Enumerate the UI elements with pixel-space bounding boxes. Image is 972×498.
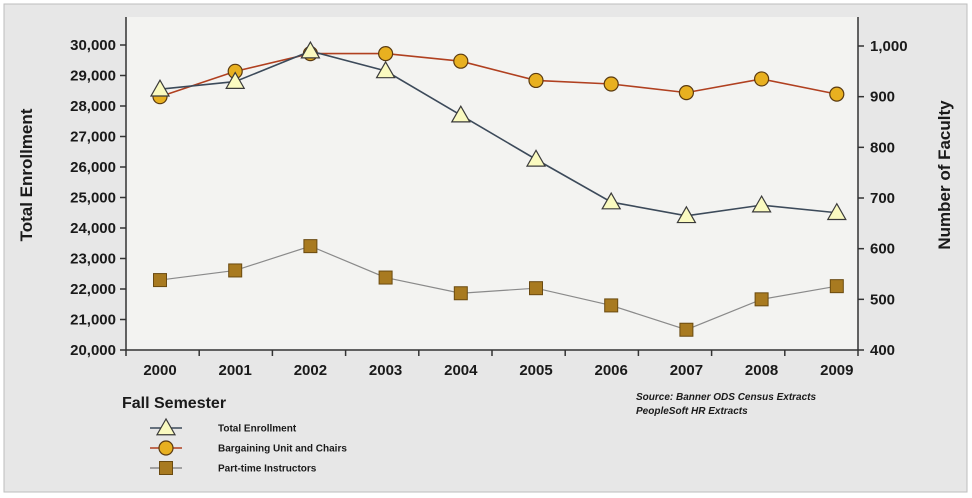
data-point-square <box>453 286 468 301</box>
plot-area <box>126 17 858 350</box>
y-axis-title-left: Total Enrollment <box>17 108 36 241</box>
data-point-triangle <box>225 71 246 89</box>
data-point-triangle <box>826 202 847 221</box>
data-point-circle <box>528 72 544 89</box>
right-tick-label: 500 <box>870 291 895 308</box>
legend-marker-square <box>159 461 173 475</box>
x-tick-label: 2007 <box>670 362 703 379</box>
right-tick-label: 900 <box>870 89 895 106</box>
data-point-triangle <box>751 194 772 213</box>
data-point-triangle <box>375 60 396 79</box>
x-tick-label: 2005 <box>519 362 552 379</box>
legend-label: Bargaining Unit and Chairs <box>218 444 347 455</box>
left-tick-label: 27,000 <box>70 129 116 146</box>
data-point-square <box>679 322 694 337</box>
data-point-square <box>303 239 318 254</box>
left-tick-label: 22,000 <box>70 281 116 298</box>
data-point-square <box>529 281 543 296</box>
data-point-triangle <box>149 79 171 97</box>
left-tick-label: 30,000 <box>70 37 116 54</box>
data-point-square <box>829 279 844 294</box>
data-point-square <box>153 273 167 288</box>
legend-marker-triangle <box>155 417 177 436</box>
left-tick-label: 23,000 <box>70 251 116 268</box>
left-tick-label: 26,000 <box>70 159 116 176</box>
data-point-circle <box>678 85 695 101</box>
legend-marker-circle <box>158 440 174 456</box>
left-y-axis: 20,000 21,000 22,000 23,000 24,000 25,000 26,0… <box>70 17 127 359</box>
y-axis-title-right: Number of Faculty <box>935 100 954 250</box>
legend: Total Enrollment Bargaining Unit and Chai… <box>150 417 347 475</box>
x-tick-label: 2008 <box>745 362 778 379</box>
data-point-triangle <box>601 191 622 210</box>
left-tick-label: 21,000 <box>70 312 116 329</box>
right-y-axis: 400 500 600 700 800 900 1,000 <box>857 17 908 359</box>
series-line-square <box>159 245 837 331</box>
x-axis: 2000 2001 2002 2003 2004 2005 2006 2007 2008 2009 <box>125 349 859 379</box>
right-tick-label: 700 <box>870 190 895 207</box>
left-tick-label: 29,000 <box>70 68 116 85</box>
x-tick-label: 2003 <box>369 362 402 379</box>
data-point-square <box>754 292 769 307</box>
legend-label: Total Enrollment <box>218 424 297 435</box>
x-tick-label: 2006 <box>595 362 628 379</box>
series-line-triangle <box>159 50 837 217</box>
data-point-triangle <box>300 40 321 59</box>
data-point-triangle <box>450 104 471 123</box>
left-tick-label: 25,000 <box>70 190 116 207</box>
data-point-circle <box>753 71 770 87</box>
data-point-circle <box>829 86 845 102</box>
right-tick-label: 400 <box>870 342 895 359</box>
left-tick-label: 28,000 <box>70 98 116 115</box>
x-tick-label: 2009 <box>820 362 853 379</box>
series-layer <box>149 40 847 337</box>
data-point-square <box>378 270 393 285</box>
data-point-circle <box>453 53 469 69</box>
series-line-circle <box>159 52 837 98</box>
data-point-triangle <box>676 205 697 224</box>
data-point-triangle <box>525 149 547 167</box>
left-tick-label: 24,000 <box>70 220 116 237</box>
right-tick-label: 600 <box>870 241 895 258</box>
legend-label: Part-time Instructors <box>218 464 317 475</box>
right-tick-label: 800 <box>870 139 895 156</box>
data-point-square <box>604 298 619 313</box>
data-point-square <box>228 263 243 278</box>
x-axis-title: Fall Semester <box>122 395 226 412</box>
left-tick-label: 20,000 <box>70 342 116 359</box>
source-line-1: Source: Banner ODS Census Extracts <box>636 392 816 403</box>
data-point-circle <box>378 45 394 62</box>
right-tick-label: 1,000 <box>870 38 908 55</box>
x-tick-label: 2002 <box>294 362 327 379</box>
x-tick-label: 2004 <box>444 362 478 379</box>
data-point-circle <box>603 76 619 92</box>
x-tick-label: 2000 <box>143 362 176 379</box>
source-line-2: PeopleSoft HR Extracts <box>636 406 748 417</box>
x-tick-label: 2001 <box>219 362 252 379</box>
